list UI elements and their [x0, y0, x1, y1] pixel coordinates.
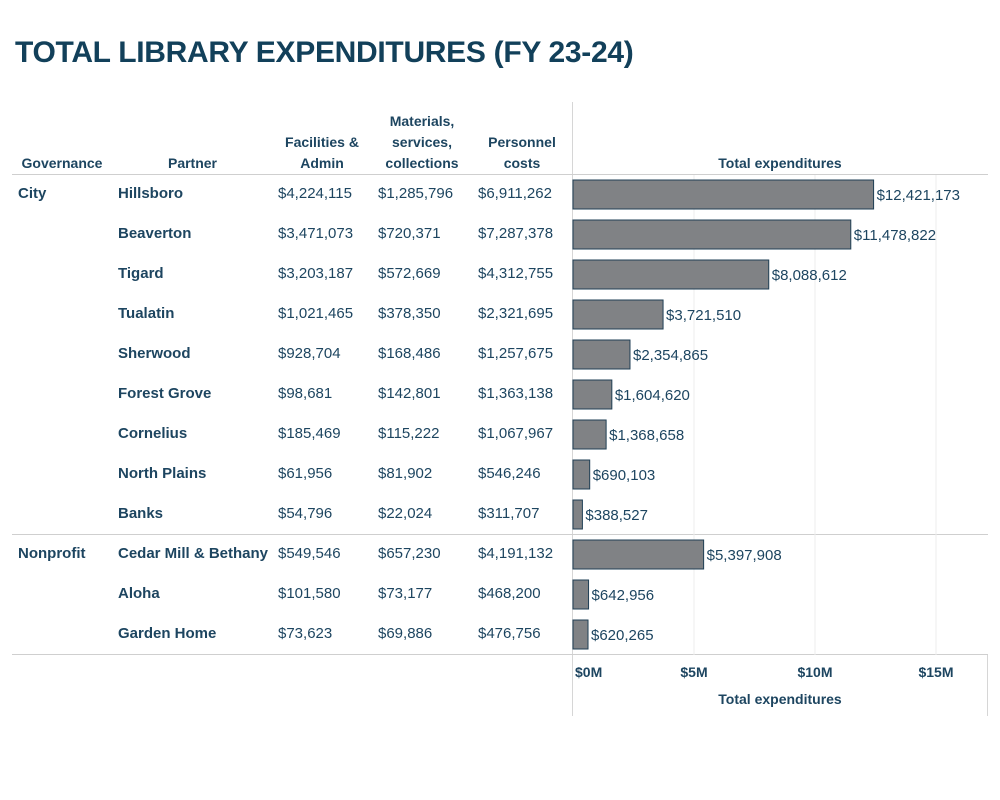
facilities-value: $101,580: [278, 585, 341, 602]
x-tick-label: $10M: [797, 664, 832, 680]
partner-name: Forest Grove: [118, 385, 212, 402]
facilities-value: $4,224,115: [278, 185, 352, 202]
bar[interactable]: [572, 179, 875, 210]
bar[interactable]: [572, 259, 770, 290]
partner-name: Garden Home: [118, 625, 217, 642]
partner-name: Tigard: [118, 265, 164, 282]
facilities-value: $54,796: [278, 505, 333, 522]
materials-value: $73,177: [378, 585, 433, 602]
bar-value-label: $12,421,173: [877, 187, 960, 204]
personnel-value: $1,257,675: [478, 345, 554, 362]
facilities-value: $549,546: [278, 545, 341, 562]
header-materials: Materials, services, collections: [385, 113, 459, 171]
bar-value-label: $620,265: [591, 627, 654, 644]
personnel-value: $1,363,138: [478, 385, 554, 402]
bar-value-label: $1,604,620: [615, 387, 690, 404]
facilities-value: $1,021,465: [278, 305, 354, 322]
facilities-value: $61,956: [278, 465, 333, 482]
facilities-value: $73,623: [278, 625, 333, 642]
personnel-value: $546,246: [478, 465, 541, 482]
materials-value: $572,669: [378, 265, 441, 282]
materials-value: $22,024: [378, 505, 433, 522]
bar-value-label: $1,368,658: [609, 427, 684, 444]
personnel-value: $476,756: [478, 625, 541, 642]
partner-name: Sherwood: [118, 345, 191, 362]
x-axis-title: Total expenditures: [718, 691, 842, 707]
partner-name: Aloha: [118, 585, 160, 602]
group-divider: [12, 534, 988, 535]
bar[interactable]: [572, 299, 664, 330]
personnel-value: $311,707: [478, 505, 540, 522]
partner-name: Tualatin: [118, 305, 175, 322]
bar-value-label: $5,397,908: [707, 547, 782, 564]
header-personnel: Personnel costs: [488, 134, 556, 171]
partner-name: Hillsboro: [118, 185, 184, 202]
bar-value-label: $11,478,822: [854, 227, 936, 244]
materials-value: $1,285,796: [378, 185, 454, 202]
materials-value: $378,350: [378, 305, 441, 322]
personnel-value: $7,287,378: [478, 225, 554, 242]
x-tick-label: $5M: [680, 664, 707, 680]
governance-label: City: [18, 185, 47, 202]
personnel-value: $6,911,262: [478, 185, 552, 202]
bar[interactable]: [572, 379, 613, 410]
materials-value: $115,222: [378, 425, 440, 442]
governance-label: Nonprofit: [18, 545, 86, 562]
bar[interactable]: [572, 619, 589, 650]
bar-value-label: $3,721,510: [666, 307, 741, 324]
facilities-value: $185,469: [278, 425, 341, 442]
bar[interactable]: [572, 419, 607, 450]
bar[interactable]: [572, 219, 852, 250]
facilities-value: $3,203,187: [278, 265, 354, 282]
personnel-value: $468,200: [478, 585, 541, 602]
partner-name: Cedar Mill & Bethany: [118, 545, 269, 562]
bar-value-label: $642,956: [592, 587, 655, 604]
personnel-value: $2,321,695: [478, 305, 554, 322]
x-tick-label: $15M: [918, 664, 953, 680]
materials-value: $168,486: [378, 345, 441, 362]
partner-name: Cornelius: [118, 425, 188, 442]
bar-value-label: $2,354,865: [633, 347, 708, 364]
facilities-value: $3,471,073: [278, 225, 354, 242]
bar-value-label: $690,103: [593, 467, 656, 484]
x-tick-label: $0M: [575, 664, 602, 680]
personnel-value: $4,191,132: [478, 545, 554, 562]
bar[interactable]: [572, 579, 590, 610]
partner-name: Beaverton: [118, 225, 192, 242]
bar-value-label: $8,088,612: [772, 267, 847, 284]
header-partner: Partner: [167, 155, 218, 171]
header-facilities: Facilities & Admin: [285, 134, 359, 171]
page-title: TOTAL LIBRARY EXPENDITURES (FY 23-24): [15, 36, 634, 69]
facilities-value: $98,681: [278, 385, 333, 402]
partner-name: North Plains: [118, 465, 207, 482]
bar[interactable]: [572, 339, 631, 370]
materials-value: $720,371: [378, 225, 441, 242]
materials-value: $81,902: [378, 465, 433, 482]
partner-name: Banks: [118, 505, 164, 522]
header-divider: [12, 174, 988, 175]
materials-value: $657,230: [378, 545, 441, 562]
bar[interactable]: [572, 499, 583, 530]
group-divider: [12, 654, 988, 655]
bar[interactable]: [572, 539, 705, 570]
facilities-value: $928,704: [278, 345, 341, 362]
materials-value: $142,801: [378, 385, 441, 402]
header-total: Total expenditures: [718, 155, 842, 171]
header-governance: Governance: [21, 155, 103, 171]
materials-value: $69,886: [378, 625, 433, 642]
personnel-value: $1,067,967: [478, 425, 554, 442]
divider: [987, 655, 988, 716]
bar-value-label: $388,527: [585, 507, 648, 524]
personnel-value: $4,312,755: [478, 265, 554, 282]
bar[interactable]: [572, 459, 591, 490]
